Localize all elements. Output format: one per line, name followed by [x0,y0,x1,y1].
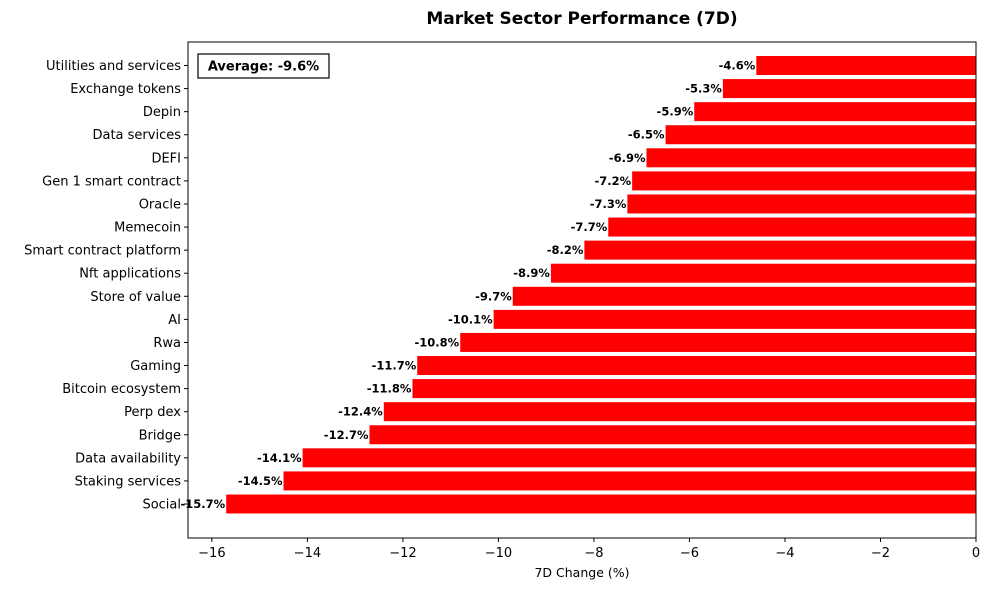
bar-value-label: -10.8% [415,335,460,349]
y-tick-label: Gaming [130,359,181,374]
y-tick-label: Data services [92,128,181,143]
bar [608,217,976,237]
bar-value-label: -6.5% [628,128,665,142]
bar [550,263,976,283]
x-axis-label: 7D Change (%) [534,565,629,580]
bar [302,448,977,468]
bar [412,379,977,399]
plot-frame [187,41,977,539]
y-tick-label: Nft applications [79,267,181,282]
y-tick-label: Gen 1 smart contract [42,174,181,189]
bar-value-label: -7.2% [594,174,631,188]
x-tick-label: −16 [198,546,225,561]
bar-value-label: -11.8% [367,382,412,396]
y-tick-label: Perp dex [124,405,181,420]
bar [460,332,977,352]
bar-value-label: -5.3% [685,82,722,96]
y-tick-label: Store of value [90,290,181,305]
y-tick-label: DEFI [151,151,181,166]
bar-value-label: -8.2% [547,243,584,257]
average-annotation-box [197,53,330,79]
bar [694,102,976,122]
bar [646,148,976,168]
bar [226,494,976,514]
y-tick-label: Exchange tokens [70,82,181,97]
x-tick-label: −8 [584,546,603,561]
bar-value-label: -7.7% [571,220,608,234]
x-axis-ticks: −16 −14 −12 −10 −8 −6 −4 −2 0 [198,538,980,561]
bar [756,56,976,75]
bar-value-label: -12.4% [338,405,383,419]
y-tick-label: AI [168,313,181,328]
y-tick-label: Memecoin [114,221,181,236]
x-tick-label: −10 [485,546,512,561]
y-tick-label: Social [142,498,181,513]
y-tick-label: Smart contract platform [24,244,181,259]
bar [627,194,976,214]
bar [584,240,976,260]
average-annotation-text: Average: -9.6% [208,60,319,75]
bar-value-label: -7.3% [590,197,627,211]
x-tick-label: −6 [680,546,699,561]
bar-value-label: -6.9% [609,151,646,165]
y-tick-label: Data availability [75,451,181,466]
bar-value-label: -12.7% [324,428,369,442]
bar [512,286,976,306]
x-tick-label: −4 [775,546,794,561]
bar-value-label: -11.7% [372,359,417,373]
chart-title: Market Sector Performance (7D) [426,9,737,29]
bar [632,171,976,191]
bar [493,309,976,329]
bar-value-label: -4.6% [719,59,756,73]
bar-value-label: -9.7% [475,289,512,303]
bar [722,79,976,99]
y-axis-ticks: Utilities and services Exchange tokens Dep… [24,59,188,513]
bars-group [226,56,977,514]
y-tick-label: Depin [143,105,181,120]
x-tick-label: −14 [294,546,321,561]
bar-labels-group: -4.6% -5.3% -5.9% -6.5% -6.9% -7.2% -7.3% -7.7%… [181,59,756,512]
bar [417,356,977,376]
bar-value-label: -5.9% [657,105,694,119]
x-tick-label: −12 [389,546,416,561]
bar-value-label: -15.7% [181,497,226,511]
y-tick-label: Bridge [139,428,181,443]
bar [283,471,976,491]
bar-value-label: -14.5% [238,474,283,488]
bar [383,402,977,422]
bar [665,125,976,145]
y-tick-label: Oracle [139,197,181,212]
x-tick-label: −2 [871,546,890,561]
y-tick-label: Utilities and services [46,59,181,74]
bar-value-label: -10.1% [448,312,493,326]
x-tick-label: 0 [972,546,980,561]
bar-value-label: -8.9% [513,266,550,280]
y-tick-label: Rwa [153,336,181,351]
bar [369,425,977,445]
y-tick-label: Staking services [75,474,182,489]
bar-value-label: -14.1% [257,451,302,465]
average-annotation: Average: -9.6% [197,53,330,79]
y-tick-label: Bitcoin ecosystem [62,382,181,397]
